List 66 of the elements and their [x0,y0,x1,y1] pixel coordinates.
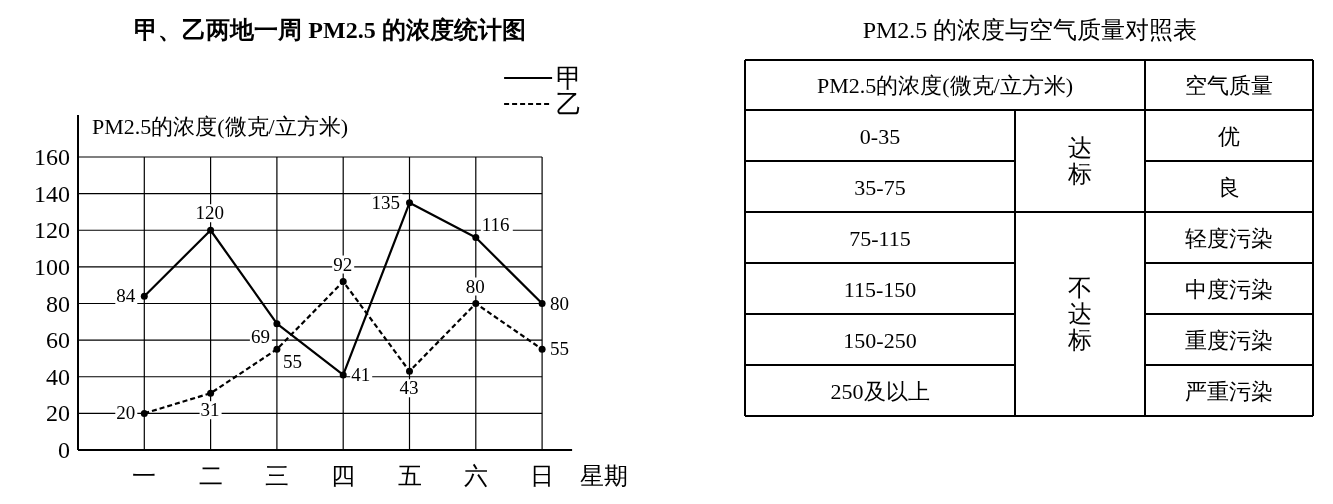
legend-label: 乙 [556,90,583,119]
x-tick-label: 四 [331,463,356,489]
data-label: 41 [351,363,371,385]
y-tick-label: 160 [34,144,70,170]
text: 250及以上 [830,378,930,404]
data-label: 20 [116,402,136,424]
point [273,345,281,353]
y-tick-label: 100 [34,253,70,280]
data-label: 92 [333,253,353,275]
text: 75-115 [849,225,911,251]
data-label: 120 [195,202,225,224]
point [472,234,480,242]
point [406,367,413,375]
x-tick-label: 一 [132,463,157,489]
point [339,371,347,379]
data-label: 80 [465,275,485,297]
data-label: 84 [116,285,136,307]
y-tick-label: 140 [34,180,70,207]
text: 不达标 [1067,275,1092,353]
text: 轻度污染 [1185,225,1273,251]
data-label: 55 [550,338,570,360]
y-tick-label: 20 [46,400,70,427]
data-label: 43 [399,377,419,399]
y-tick-label: 80 [46,290,70,317]
text: 达标 [1067,135,1092,187]
data-label: 135 [371,191,400,213]
y-tick-label: 40 [46,363,70,390]
point [538,300,546,307]
point [339,278,347,286]
text: 115-150 [843,276,917,302]
point [472,300,480,307]
y-tick-label: 0 [58,437,70,463]
data-label: 80 [550,292,570,314]
legend-label: 甲 [556,64,583,93]
point [140,409,148,417]
y-tick-label: 120 [34,217,70,244]
x-tick-label: 二 [198,463,223,489]
point [273,320,281,328]
point [538,345,546,353]
text: PM2.5的浓度(微克/立方米) [816,73,1074,98]
text: 良 [1218,174,1240,200]
text: 严重污染 [1185,378,1273,404]
chart-title: 甲、乙两地一周 PM2.5 的浓度统计图 [134,17,526,43]
text: 优 [1218,123,1240,149]
x-tick-label: 三 [264,463,289,489]
x-tick-label: 五 [397,463,422,489]
data-label: 69 [250,325,270,347]
point [406,199,413,207]
data-label: 55 [282,351,302,373]
point [207,389,215,397]
text: 中度污染 [1185,276,1273,302]
y-tick-label: 60 [46,327,70,354]
point [140,292,148,300]
text: 35-75 [854,174,906,200]
text: 重度污染 [1185,327,1273,353]
text: 0-35 [859,123,901,149]
text: 空气质量 [1185,73,1273,98]
x-tick-label: 日 [530,463,555,489]
text: 150-250 [843,327,917,353]
x-tick-label: 六 [463,463,488,489]
data-label: 31 [200,399,220,421]
point [207,226,215,234]
x-axis-title: 星期 [580,463,629,489]
y-axis-title: PM2.5的浓度(微克/立方米) [92,114,349,139]
data-label: 116 [481,213,510,235]
text: PM2.5 的浓度与空气质量对照表 [862,17,1198,43]
